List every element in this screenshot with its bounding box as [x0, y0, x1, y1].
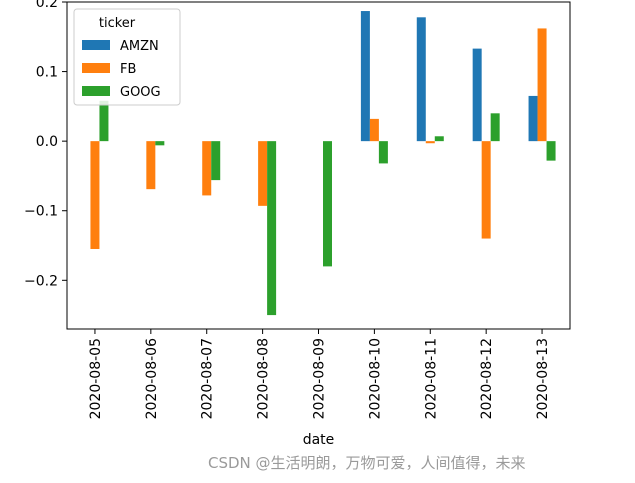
bar-goog-2020-08-06 [155, 141, 165, 146]
bar-goog-2020-08-12 [490, 113, 500, 142]
bars-layer [90, 11, 556, 316]
bar-goog-2020-08-13 [546, 141, 556, 161]
y-tick-label: 0.0 [36, 134, 58, 150]
bar-amzn-2020-08-11 [416, 17, 426, 142]
x-tick-label: 2020-08-12 [479, 338, 495, 419]
bar-fb-2020-08-11 [425, 141, 435, 144]
watermark-text: CSDN @生活明朗，万物可爱，人间值得，未来 [208, 454, 526, 472]
x-axis-label: date [303, 432, 335, 448]
x-tick-label: 2020-08-10 [367, 338, 383, 419]
legend-box [73, 8, 181, 106]
x-tick-label: 2020-08-13 [535, 338, 551, 419]
legend-swatch-fb [82, 63, 110, 73]
y-tick-label: −0.2 [24, 273, 58, 289]
legend-label-fb: FB [120, 62, 136, 77]
y-tick-label: 0.2 [36, 0, 58, 11]
bar-fb-2020-08-08 [258, 141, 268, 206]
legend: ticker AMZN FB GOOG [73, 8, 181, 106]
bar-amzn-2020-08-12 [472, 48, 482, 142]
bar-amzn-2020-08-10 [360, 11, 370, 142]
x-tick-label: 2020-08-08 [256, 338, 272, 419]
bar-fb-2020-08-12 [481, 141, 491, 239]
x-tick-label: 2020-08-09 [312, 338, 328, 419]
bar-fb-2020-08-13 [537, 28, 547, 142]
x-tick-label: 2020-08-07 [200, 338, 216, 419]
y-tick-label: 0.1 [36, 65, 58, 81]
legend-title: ticker [99, 16, 136, 31]
legend-label-amzn: AMZN [120, 39, 159, 54]
bar-fb-2020-08-06 [146, 141, 156, 190]
bar-goog-2020-08-10 [378, 141, 388, 164]
bar-goog-2020-08-07 [211, 141, 221, 181]
legend-label-goog: GOOG [120, 85, 161, 100]
x-tick-label: 2020-08-05 [88, 338, 104, 419]
y-tick-label: −0.1 [24, 204, 58, 220]
bar-fb-2020-08-10 [369, 118, 379, 142]
bar-fb-2020-08-05 [90, 141, 100, 249]
legend-swatch-goog [82, 86, 110, 96]
x-tick-label: 2020-08-06 [144, 338, 160, 419]
bar-amzn-2020-08-13 [528, 95, 538, 142]
bar-goog-2020-08-05 [99, 100, 109, 142]
x-tick-label: 2020-08-11 [423, 338, 439, 419]
bar-goog-2020-08-11 [434, 136, 444, 142]
bar-goog-2020-08-08 [267, 141, 277, 316]
axes-layer: −0.2 −0.1 0.0 0.1 0.2 2020-08-05 2020-08-06 202… [24, 0, 571, 448]
bar-goog-2020-08-09 [323, 141, 332, 267]
legend-swatch-amzn [82, 40, 110, 50]
bar-fb-2020-08-07 [202, 141, 212, 196]
